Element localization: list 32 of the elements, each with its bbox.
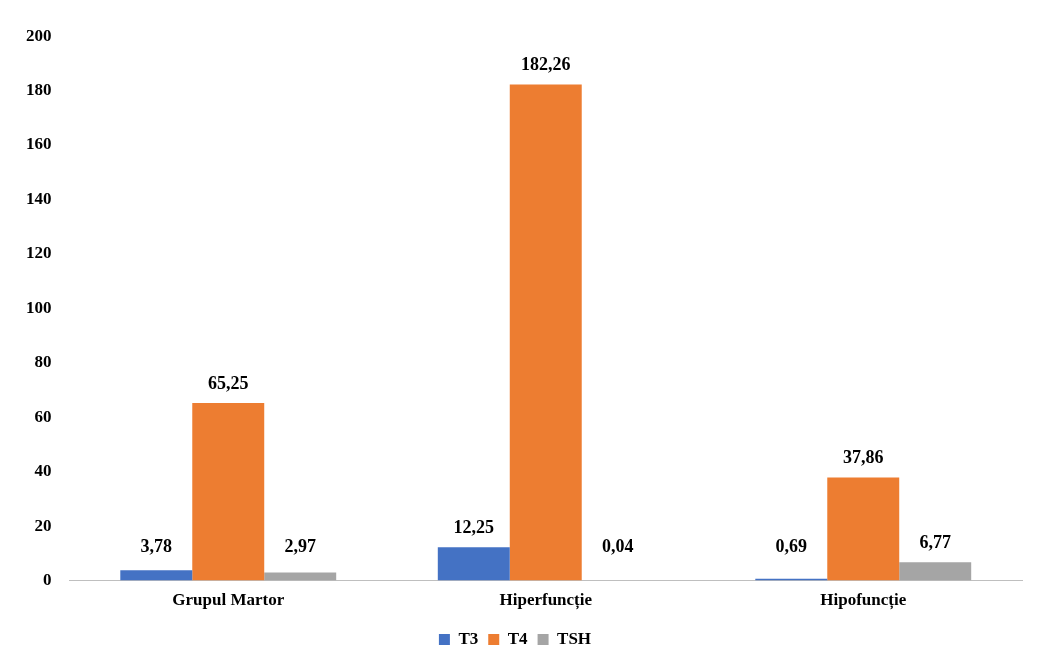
y-tick-label: 180 [26,80,52,100]
x-tick-label: Hipofuncție [820,590,907,611]
y-tick-label: 40 [34,461,52,481]
y-tick-label: 120 [26,243,52,263]
y-tick-label: 140 [26,188,52,208]
y-tick-label: 80 [34,352,52,372]
y-tick-label: 100 [26,297,52,317]
data-label: 65,25 [208,372,249,393]
data-label: 2,97 [284,536,316,557]
bar [509,84,582,581]
data-label: 0,04 [601,536,634,557]
data-label: 182,26 [521,54,571,75]
bar [437,547,510,581]
y-tick-label: 200 [26,25,52,45]
data-label: 37,86 [843,447,884,468]
bar [120,570,193,581]
x-tick-label: Hiperfuncție [499,590,593,611]
bar [899,562,972,581]
y-tick-label: 60 [34,406,52,426]
data-label: 0,69 [775,536,808,557]
x-tick-label: Grupul Martor [172,590,285,610]
bar [827,477,900,581]
y-tick-label: 0 [43,569,52,589]
legend-label: T3 [458,628,479,648]
data-label: 3,78 [140,536,173,557]
bar [192,402,265,581]
legend-label: T4 [507,628,529,648]
legend-label: TSH [557,628,592,648]
data-label: 12,25 [453,516,495,537]
data-label: 6,77 [919,531,951,552]
y-tick-label: 20 [34,515,52,535]
y-tick-label: 160 [26,134,52,154]
